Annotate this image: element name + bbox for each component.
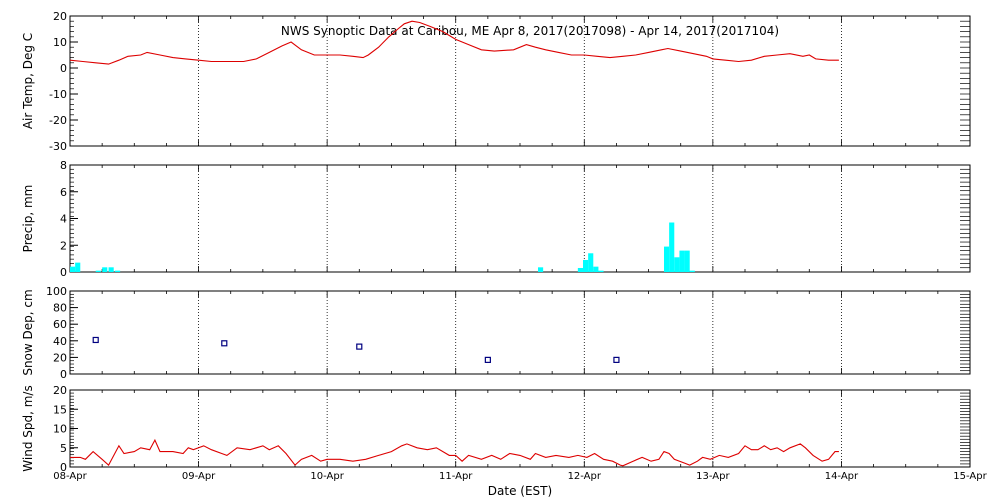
x-tick-label: 13-Apr	[696, 471, 730, 482]
x-tick-label: 14-Apr	[825, 471, 859, 482]
snow-depth-y-tick-label: 80	[53, 302, 67, 315]
precip-y-tick-label: 8	[60, 159, 67, 172]
precip-bar	[664, 246, 670, 272]
precip-bar	[115, 270, 121, 272]
precip-bar	[577, 267, 583, 272]
snow-depth-point	[221, 340, 228, 347]
precip-bar	[679, 250, 685, 272]
air-temp-y-axis-label: Air Temp, Deg C	[21, 33, 35, 129]
wind-speed-series-line	[70, 438, 839, 467]
precip-bar	[102, 267, 108, 272]
x-axis-label: Date (EST)	[488, 484, 552, 498]
precip-bar	[108, 267, 114, 272]
snow-depth-y-tick-label: 0	[60, 368, 67, 381]
x-tick-label: 11-Apr	[439, 471, 473, 482]
precip-bar	[588, 253, 594, 272]
precip-y-tick-label: 6	[60, 186, 67, 199]
precip-bar	[598, 270, 604, 272]
precip-bar	[593, 266, 599, 272]
air-temp-y-tick-label: -20	[49, 114, 67, 127]
snow-depth-point	[356, 343, 363, 350]
air-temp-y-tick-label: -30	[49, 140, 67, 153]
precip-bar	[95, 270, 101, 272]
snow-depth-y-tick-label: 100	[46, 285, 67, 298]
precip-bar	[674, 257, 680, 272]
snow-depth-y-tick-label: 20	[53, 351, 67, 364]
wind-speed-y-tick-label: 10	[53, 423, 67, 436]
chart-title: NWS Synoptic Data at Caribou, ME Apr 8, …	[281, 24, 779, 38]
x-tick-label: 09-Apr	[182, 471, 216, 482]
snow-depth-y-axis-label: Snow Dep, cm	[21, 289, 35, 375]
x-tick-label: 08-Apr	[53, 471, 87, 482]
snow-depth-point	[484, 356, 491, 363]
wind-speed-y-tick-label: 15	[53, 403, 67, 416]
snow-depth-y-tick-label: 40	[53, 335, 67, 348]
precip-bar	[583, 259, 589, 272]
precip-y-tick-label: 0	[60, 266, 67, 279]
x-tick-label: 12-Apr	[568, 471, 602, 482]
air-temp-y-tick-label: 0	[60, 62, 67, 75]
precip-y-tick-label: 4	[60, 213, 67, 226]
snow-depth-point	[92, 336, 99, 344]
precip-bar	[70, 266, 76, 272]
wind-speed-y-tick-label: 5	[60, 442, 67, 455]
wind-speed-y-axis-label: Wind Spd, m/s	[21, 385, 35, 471]
air-temp-y-tick-label: -10	[49, 88, 67, 101]
x-tick-label: 10-Apr	[310, 471, 344, 482]
wind-speed-y-tick-label: 20	[53, 384, 67, 397]
precip-bar	[75, 262, 81, 272]
precip-bar	[684, 250, 690, 272]
snow-depth-point	[613, 356, 620, 363]
snow-depth-y-tick-label: 60	[53, 318, 67, 331]
wind-speed-y-tick-label: 0	[60, 461, 67, 474]
snow-depth-frame	[69, 290, 971, 375]
precip-bar	[689, 270, 695, 272]
precip-frame	[69, 164, 971, 273]
x-tick-label: 15-Apr	[953, 471, 987, 482]
air-temp-series-line	[69, 20, 839, 65]
precip-bar	[669, 222, 675, 272]
air-temp-y-tick-label: 20	[53, 10, 67, 23]
precip-y-tick-label: 2	[60, 239, 67, 252]
precip-y-axis-label: Precip, mm	[21, 185, 35, 253]
plot-layer: -30 -20 -10 0 10 20 Air Temp, Deg C 0 2 4 6 8 Precip…	[21, 10, 988, 482]
air-temp-y-tick-label: 10	[53, 36, 67, 49]
precip-bar	[538, 267, 544, 272]
